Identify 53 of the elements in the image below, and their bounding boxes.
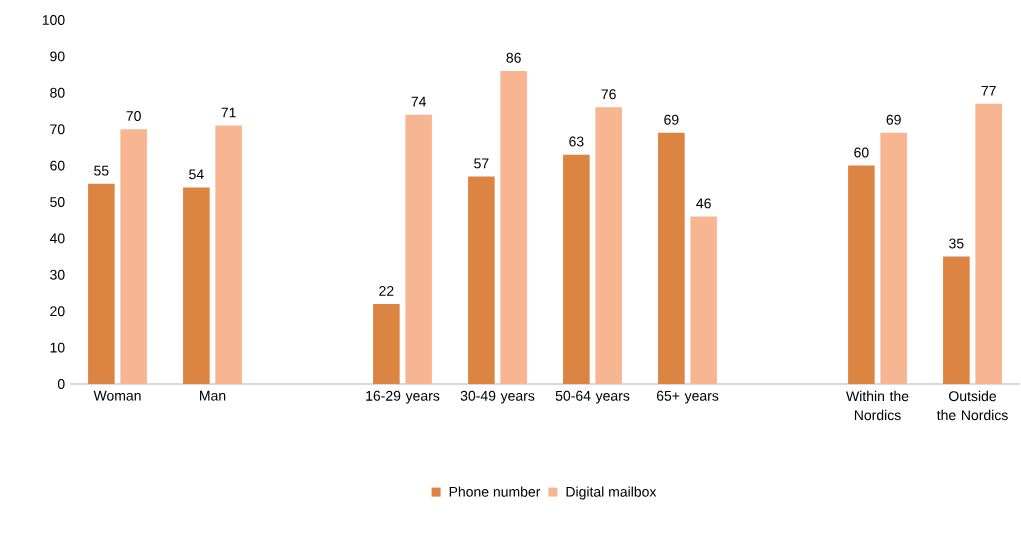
data-label: 60: [854, 147, 869, 158]
x-tick-label: Woman: [93, 390, 141, 401]
bar: [373, 303, 400, 384]
y-tick-label: 90: [50, 51, 65, 62]
data-label: 77: [981, 85, 996, 96]
y-tick-label: 50: [50, 197, 65, 207]
bar: [943, 256, 970, 384]
legend-label: Phone number: [449, 486, 541, 497]
data-label: 71: [221, 107, 236, 118]
bar: [500, 70, 527, 384]
x-tick-label: 50-64 years: [555, 390, 630, 404]
data-label: 63: [569, 136, 584, 147]
x-tick-label: 16-29 years: [366, 390, 440, 404]
y-tick-label: 70: [50, 124, 65, 135]
data-label: 55: [94, 165, 109, 176]
x-tick-label: Man: [200, 390, 226, 401]
data-label: 54: [189, 169, 204, 180]
bar: [658, 132, 685, 384]
y-tick-label: 40: [49, 233, 65, 244]
data-label: 69: [664, 114, 679, 125]
data-label: 69: [886, 114, 901, 125]
bar: [975, 103, 1002, 384]
bar: [848, 165, 875, 384]
data-label: 35: [949, 238, 964, 249]
data-label: 76: [601, 89, 616, 100]
x-tick-label: 30-49 years: [460, 390, 535, 404]
y-tick-label: 0: [57, 379, 65, 389]
y-tick-label: 100: [42, 15, 65, 25]
y-tick-label: 60: [50, 160, 65, 171]
bar: [215, 125, 242, 384]
bar: [880, 132, 907, 384]
data-label: 57: [474, 158, 489, 169]
bar: [595, 107, 622, 384]
y-tick-label: 30: [50, 269, 65, 280]
data-label: 86: [506, 52, 521, 63]
x-tick-label: 65+ years: [656, 390, 719, 404]
x-tick-label: Outside the Nordics: [936, 390, 1008, 421]
bar: [563, 154, 590, 384]
data-label: 70: [126, 111, 141, 121]
data-label: 74: [411, 96, 427, 107]
bar: [88, 183, 115, 384]
y-tick-label: 10: [50, 342, 65, 353]
y-tick-label: 20: [50, 306, 65, 317]
bar: [405, 114, 432, 384]
data-label: 46: [696, 198, 711, 209]
legend-label: Digital mailbox: [566, 486, 657, 500]
bar: [183, 187, 210, 384]
bar: [468, 176, 495, 384]
bar: [690, 216, 717, 384]
y-tick-label: 80: [50, 87, 65, 98]
data-label: 22: [379, 285, 394, 296]
x-tick-label: Within the Nordics: [846, 390, 909, 421]
bar: [120, 129, 147, 384]
